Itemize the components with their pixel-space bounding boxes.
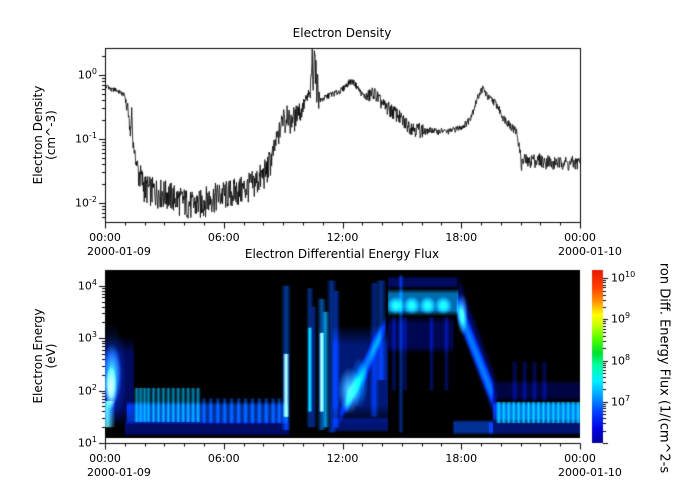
colorbar-tick-label: 109: [611, 311, 631, 327]
colorbar-label: ron Diff. Energy Flux (1/(cm^2-s: [656, 262, 672, 474]
spectrogram-x-tick-label: 00:00: [564, 452, 596, 465]
spectrogram-y-axis-label: Electron Energy (eV): [31, 308, 58, 403]
colorbar-tick-label: 1010: [611, 270, 636, 285]
spectrogram-x-tick-label: 12:00: [326, 452, 359, 465]
density-y-axis-label-line2: (cm^-3): [44, 110, 58, 160]
density-x-tick-label: 00:00: [564, 231, 596, 244]
spectrogram-title: Electron Differential Energy Flux: [244, 247, 440, 261]
spectrogram-x-date-left: 2000-01-09: [87, 466, 151, 479]
density-y-tick-label: 100: [77, 66, 97, 82]
spectrogram-x-tick-label: 06:00: [207, 452, 240, 465]
spectrogram-y-axis-label-line2: (eV): [44, 343, 58, 369]
colorbar-tick-label: 107: [611, 393, 631, 409]
density-y-tick-label: 10-2: [75, 194, 97, 210]
density-x-date-left: 2000-01-09: [87, 245, 151, 258]
spectrogram-y-tick-label: 104: [77, 277, 97, 293]
spectrogram-x-date-right: 2000-01-10: [558, 466, 622, 479]
density-x-tick-label: 12:00: [326, 231, 359, 244]
spectrogram-y-tick-label: 101: [77, 435, 97, 450]
density-x-tick-label: 18:00: [445, 231, 478, 244]
colorbar-tick-label: 108: [611, 352, 631, 368]
density-title: Electron Density: [292, 26, 392, 40]
density-y-axis-label: Electron Density (cm^-3): [31, 86, 58, 185]
density-x-date-right: 2000-01-10: [558, 245, 622, 258]
spectrogram-y-tick-label: 102: [77, 382, 97, 398]
spectrogram-x-tick-label: 18:00: [445, 452, 478, 465]
density-x-tick-label: 00:00: [89, 231, 121, 244]
spectrogram-x-tick-label: 00:00: [89, 452, 121, 465]
spectrogram-y-tick-label: 103: [77, 330, 97, 345]
density-y-tick-label: 10-1: [75, 130, 97, 146]
density-x-tick-label: 06:00: [207, 231, 240, 244]
